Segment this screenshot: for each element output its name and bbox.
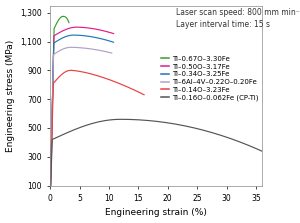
Y-axis label: Engineering stress (MPa): Engineering stress (MPa) <box>6 39 15 152</box>
X-axis label: Engineering strain (%): Engineering strain (%) <box>105 209 207 217</box>
Legend: Ti–0.67O–3.30Fe, Ti–0.50O–3.17Fe, Ti–0.34O–3.25Fe, Ti–6Al–4V–0.22O–0.20Fe, Ti–0.: Ti–0.67O–3.30Fe, Ti–0.50O–3.17Fe, Ti–0.3… <box>161 56 258 101</box>
Text: Laser scan speed: 800 mm min⁻¹
Layer interval time: 15 s: Laser scan speed: 800 mm min⁻¹ Layer int… <box>176 8 300 29</box>
